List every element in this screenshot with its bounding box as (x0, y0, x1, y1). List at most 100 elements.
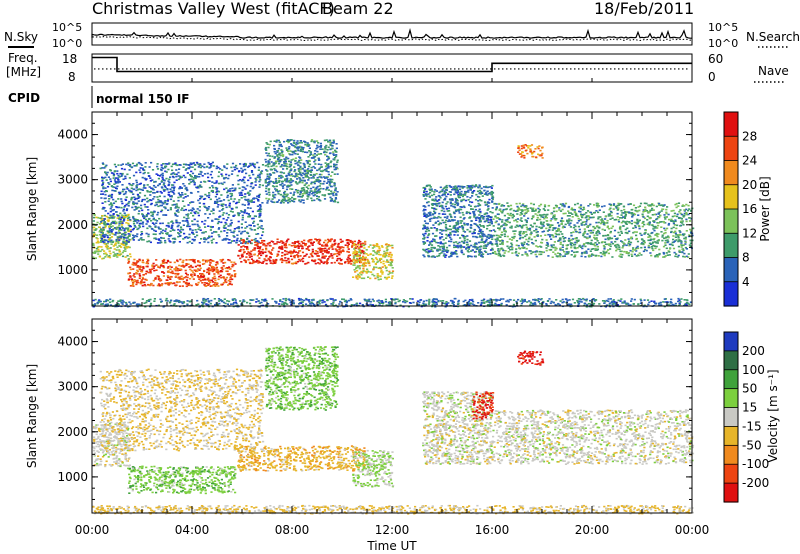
data-cell (313, 182, 316, 185)
data-cell (217, 234, 220, 236)
data-cell (451, 253, 454, 255)
data-cell (335, 194, 338, 196)
data-cell (149, 241, 152, 244)
data-cell (481, 215, 484, 217)
data-cell (670, 243, 673, 246)
data-cell (309, 153, 313, 155)
data-cell (223, 181, 226, 184)
data-cell (318, 145, 321, 148)
data-cell (358, 251, 361, 253)
data-cell (309, 187, 313, 190)
data-cell (147, 199, 150, 202)
data-cell (300, 141, 303, 144)
data-cell (301, 168, 304, 170)
data-cell (185, 168, 188, 170)
data-cell (519, 209, 522, 211)
data-cell (209, 198, 212, 201)
data-cell (122, 178, 125, 180)
data-cell (156, 163, 159, 165)
data-cell (318, 173, 321, 176)
data-cell (333, 182, 336, 184)
noise-curves (91, 28, 693, 42)
data-cell (274, 260, 277, 262)
data-cell (240, 237, 243, 240)
data-cell (250, 242, 253, 245)
data-cell (277, 147, 280, 150)
data-cell (562, 225, 565, 228)
data-cell (435, 190, 438, 192)
data-cell (203, 282, 206, 284)
data-cell (206, 279, 209, 281)
data-cell (473, 216, 476, 218)
data-cell (167, 198, 170, 201)
data-cell (422, 233, 425, 236)
data-cell (285, 178, 289, 181)
data-cell (297, 146, 300, 148)
data-cell (182, 166, 185, 168)
data-cell (287, 174, 291, 176)
data-cell (476, 225, 480, 228)
data-cell (209, 269, 212, 272)
data-cell (331, 248, 334, 250)
data-cell (247, 258, 250, 261)
data-cell (449, 194, 452, 196)
data-cell (193, 183, 196, 186)
data-cell (194, 176, 197, 179)
data-cell (268, 198, 271, 200)
data-cell (423, 225, 426, 228)
data-cell (660, 226, 663, 228)
data-cell (248, 224, 251, 226)
data-cell (214, 218, 217, 220)
data-cell (170, 173, 173, 176)
data-cell (135, 187, 138, 189)
data-cell (135, 171, 138, 174)
data-cell (120, 236, 123, 239)
data-cell (318, 243, 321, 245)
data-cell (226, 191, 229, 194)
data-cell (236, 167, 239, 170)
data-cell (237, 170, 241, 173)
data-cell (107, 182, 110, 184)
data-cell (602, 250, 605, 253)
data-cell (185, 259, 188, 261)
data-cell (259, 261, 262, 264)
data-cell (135, 165, 138, 167)
data-cell (205, 261, 209, 263)
data-cell (206, 271, 209, 274)
data-cell (205, 282, 208, 284)
data-cell (147, 218, 151, 220)
data-cell (152, 188, 155, 191)
data-cell (165, 224, 168, 227)
data-cell (310, 157, 313, 159)
data-cell (457, 210, 460, 212)
data-cell (240, 254, 243, 257)
data-cell (360, 251, 363, 253)
data-cell (452, 205, 455, 208)
data-cell (238, 187, 241, 190)
data-cell (206, 259, 210, 262)
data-cell (440, 252, 443, 254)
data-cell (92, 220, 95, 222)
data-cell (142, 267, 145, 270)
data-cell (222, 238, 226, 240)
data-cell (279, 183, 282, 186)
data-cell (469, 186, 473, 188)
data-cell (365, 249, 368, 251)
data-cell (465, 211, 468, 213)
data-cell (423, 213, 426, 215)
data-cell (427, 204, 430, 207)
data-cell (241, 242, 244, 244)
data-cell (431, 198, 434, 201)
data-cell (485, 193, 488, 196)
data-cell (640, 246, 643, 249)
data-cell (171, 272, 174, 274)
data-cell (489, 253, 492, 255)
data-cell (228, 190, 231, 192)
data-cell (449, 191, 452, 193)
data-cell (437, 223, 441, 226)
data-cell (128, 216, 131, 219)
data-cell (142, 225, 145, 228)
data-cell (156, 275, 159, 277)
data-cell (304, 141, 307, 143)
data-cell (316, 185, 319, 188)
